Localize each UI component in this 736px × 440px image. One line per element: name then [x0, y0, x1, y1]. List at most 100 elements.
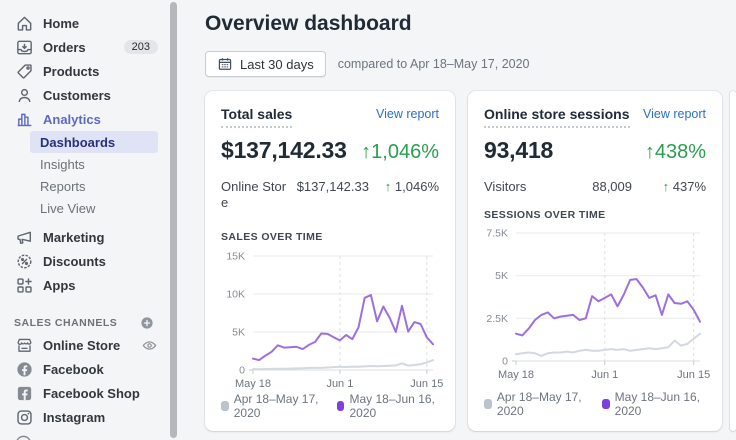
breakdown-value: 88,009	[592, 178, 632, 194]
sidebar-item-analytics[interactable]: Analytics	[0, 107, 170, 131]
sidebar-subitem-live-view[interactable]: Live View	[30, 197, 158, 219]
megaphone-icon	[14, 227, 34, 247]
sidebar-item-instagram[interactable]: Instagram	[0, 405, 170, 429]
total-sales-card: Total sales View report $137,142.33 ↑1,0…	[205, 91, 455, 431]
svg-text:May 18: May 18	[235, 378, 271, 390]
sales-channels-header: SALES CHANNELS	[0, 313, 170, 333]
sidebar-subitem-label: Live View	[40, 200, 96, 216]
sidebar-item-label: Apps	[43, 277, 76, 293]
sidebar-item-home[interactable]: Home	[0, 11, 170, 35]
sidebar-item-orders[interactable]: Orders 203	[0, 35, 170, 59]
sidebar-item-label: Instagram	[43, 409, 106, 425]
breakdown-value: $137,142.33	[296, 178, 369, 194]
analytics-bars-icon	[14, 109, 34, 129]
add-sales-channel-button[interactable]	[138, 314, 156, 332]
sidebar-nav: Home Orders 203 Products Customers	[0, 0, 170, 440]
orders-icon	[14, 37, 34, 57]
breakdown-change: ↑ 437%	[662, 178, 706, 194]
total-sales-change: ↑1,046%	[361, 140, 439, 163]
sidebar-item-label: Home	[43, 15, 80, 31]
svg-text:10K: 10K	[226, 289, 245, 301]
sidebar-item-marketing[interactable]: Marketing	[0, 225, 170, 249]
sessions-change: ↑438%	[644, 140, 706, 163]
page-title: Overview dashboard	[205, 12, 412, 35]
dashboard-controls: Last 30 days compared to Apr 18–May 17, …	[205, 51, 736, 77]
breakdown-row: Online Stor e $137,142.33 ↑ 1,046%	[221, 179, 439, 212]
sidebar-subitem-insights[interactable]: Insights	[30, 153, 158, 175]
svg-text:0: 0	[502, 356, 508, 368]
home-icon	[14, 13, 34, 33]
svg-text:Jun 15: Jun 15	[410, 378, 443, 390]
sidebar-item-label: Analytics	[43, 111, 101, 127]
view-store-eye-icon[interactable]	[140, 336, 158, 354]
chart-section-label: SALES OVER TIME	[221, 231, 323, 244]
sidebar-item-label: Products	[43, 63, 100, 79]
calendar-icon	[217, 56, 233, 72]
total-sales-value: $137,142.33	[221, 136, 347, 163]
apps-grid-icon	[14, 275, 34, 295]
svg-text:Jun 1: Jun 1	[326, 378, 353, 390]
svg-text:Jun 1: Jun 1	[591, 369, 618, 381]
sidebar-item-products[interactable]: Products	[0, 59, 170, 83]
products-tag-icon	[14, 61, 34, 81]
svg-text:5K: 5K	[495, 270, 508, 282]
orders-count-badge: 203	[123, 40, 158, 54]
compare-period-text: compared to Apr 18–May 17, 2020	[337, 57, 530, 71]
sales-over-time-chart: 0 5K 10K 15K May 18 Jun 1 Jun 15	[226, 251, 443, 391]
view-report-link[interactable]: View report	[643, 107, 706, 121]
facebook-shop-icon	[14, 383, 34, 403]
svg-text:5K: 5K	[232, 327, 245, 339]
sidebar-item-discounts[interactable]: Discounts	[0, 249, 170, 273]
date-range-button[interactable]: Last 30 days	[205, 51, 326, 77]
sidebar-subitem-label: Dashboards	[40, 134, 116, 150]
metric-cards-row: Total sales View report $137,142.33 ↑1,0…	[205, 91, 736, 431]
instagram-icon	[14, 407, 34, 427]
legend-label: Apr 18–May 17, 2020	[496, 390, 582, 418]
sessions-over-time-chart: 0 2.5K 5K 7.5K May 18 Jun 1 Jun 15	[486, 228, 710, 382]
storefront-icon	[14, 335, 34, 355]
sidebar-item-label: Marketing	[43, 229, 105, 245]
sessions-value: 93,418	[484, 136, 554, 163]
legend-swatch-previous	[484, 399, 492, 409]
sidebar-item-label: Facebook Shop	[43, 385, 140, 401]
svg-text:Jun 15: Jun 15	[677, 369, 710, 381]
sidebar-scrollbar[interactable]	[170, 2, 177, 438]
sidebar-subitem-reports[interactable]: Reports	[30, 175, 158, 197]
chart-legend: Apr 18–May 17, 2020 May 18–Jun 16, 2020	[484, 390, 706, 418]
partial-card	[730, 91, 736, 431]
legend-label: May 18–Jun 16, 2020	[614, 390, 701, 418]
online-store-sessions-card: Online store sessions View report 93,418…	[468, 91, 722, 431]
customers-icon	[14, 85, 34, 105]
facebook-icon	[14, 359, 34, 379]
sidebar-item-label: Facebook	[43, 361, 104, 377]
card-title: Online store sessions	[484, 106, 630, 128]
breakdown-change: ↑ 1,046%	[384, 178, 439, 194]
legend-label: May 18–Jun 16, 2020	[349, 392, 435, 421]
sidebar-item-label: Online Store	[43, 337, 121, 353]
sidebar-subitem-dashboards[interactable]: Dashboards	[30, 131, 158, 153]
sales-channels-label: SALES CHANNELS	[14, 317, 118, 329]
date-range-label: Last 30 days	[240, 56, 314, 72]
sidebar-subitem-label: Insights	[40, 156, 85, 172]
sidebar-item-apps[interactable]: Apps	[0, 273, 170, 297]
sidebar-item-online-store[interactable]: Online Store	[0, 333, 170, 357]
svg-text:15K: 15K	[226, 251, 245, 263]
sidebar-item-customers[interactable]: Customers	[0, 83, 170, 107]
view-report-link[interactable]: View report	[376, 107, 439, 121]
sidebar-item-label: Discounts	[43, 253, 106, 269]
breakdown-label: Online Stor e	[221, 178, 287, 211]
legend-swatch-current	[601, 399, 610, 409]
sidebar-subitem-label: Reports	[40, 178, 86, 194]
svg-text:May 18: May 18	[498, 369, 534, 381]
up-arrow-icon: ↑	[662, 178, 670, 194]
svg-text:7.5K: 7.5K	[486, 228, 508, 240]
legend-item: May 18–Jun 16, 2020	[601, 390, 706, 418]
chart-section-label: SESSIONS OVER TIME	[484, 209, 606, 222]
sidebar-item-label: Customers	[43, 87, 111, 103]
sidebar-item-facebook-shop[interactable]: Facebook Shop	[0, 381, 170, 405]
sidebar-item-facebook[interactable]: Facebook	[0, 357, 170, 381]
svg-text:0: 0	[239, 365, 245, 377]
legend-swatch-current	[336, 401, 345, 412]
up-arrow-icon: ↑	[384, 178, 392, 194]
